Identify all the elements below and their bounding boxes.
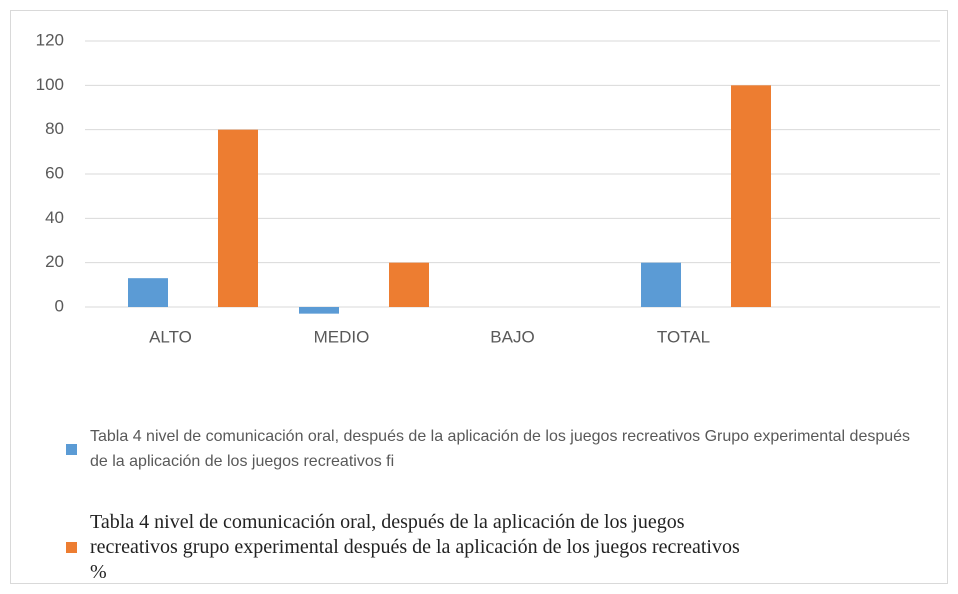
y-tick-label: 0: [55, 296, 64, 315]
bar: [389, 262, 429, 307]
y-tick-label: 40: [45, 208, 64, 227]
chart-border: [10, 10, 948, 584]
y-tick-label: 120: [36, 30, 64, 49]
y-tick-label: 20: [45, 252, 64, 271]
bar: [641, 262, 681, 307]
y-tick-label: 60: [45, 163, 64, 182]
bar: [731, 85, 771, 307]
legend-swatch: [66, 443, 77, 455]
legend-entry: Tabla 4 nivel de comunicación oral, desp…: [66, 510, 750, 585]
y-tick-label: 100: [36, 75, 64, 94]
bar: [218, 129, 258, 307]
legend-label: Tabla 4 nivel de comunicación oral, desp…: [90, 511, 740, 583]
y-tick-label: 80: [45, 119, 64, 138]
x-tick-label: BAJO: [490, 327, 534, 346]
bar: [128, 278, 168, 307]
legend-entry: Tabla 4 nivel de comunicación oral, desp…: [66, 424, 930, 474]
x-tick-label: ALTO: [149, 327, 192, 346]
legend-label: Tabla 4 nivel de comunicación oral, desp…: [90, 428, 911, 470]
x-tick-label: TOTAL: [657, 327, 710, 346]
bar: [299, 307, 339, 314]
legend-swatch: [66, 542, 77, 553]
x-tick-label: MEDIO: [314, 327, 370, 346]
